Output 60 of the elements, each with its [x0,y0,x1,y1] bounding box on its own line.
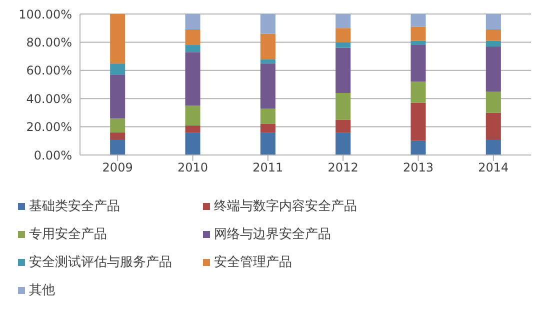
bar [410,40,426,46]
bar [260,63,276,108]
legend-label: 安全测试评估与服务产品 [29,254,172,271]
bar [486,14,501,30]
x-tick-label: 2011 [252,160,284,175]
bar [260,124,276,132]
bar [185,125,200,132]
bar [110,118,126,132]
y-tick-label: 80.00% [26,35,72,50]
bar [185,30,200,46]
bar [486,46,501,92]
y-tick-label: 20.00% [26,120,72,134]
x-tick-label: 2014 [478,160,509,175]
bar [410,14,426,27]
x-tick-label: 2012 [328,160,358,175]
bar [336,42,351,48]
bar [336,132,351,155]
y-tick-label: 100.00% [18,7,72,22]
bar [110,139,126,155]
bar [260,59,276,64]
legend-label: 安全管理产品 [214,254,292,271]
bar [260,34,276,60]
bar [110,74,126,118]
bar [410,102,426,141]
y-tick-label: 0.00% [34,148,72,162]
bar [410,82,426,103]
bar [185,52,200,106]
bar [486,30,501,41]
legend-label: 专用安全产品 [29,226,107,243]
bar [260,14,276,34]
y-tick-label: 60.00% [26,64,72,78]
x-tick-label: 2009 [102,160,133,175]
bar [336,48,351,93]
bar [185,45,200,52]
legend-label: 网络与边界安全产品 [214,226,331,243]
bar [185,14,200,30]
legend-label: 其他 [29,282,55,299]
bar [336,28,351,42]
x-tick-label: 2013 [402,160,434,175]
bar [110,14,126,64]
bar [486,112,501,140]
legend-label: 终端与数字内容安全产品 [214,198,357,215]
bar [260,108,276,124]
bar [260,132,276,155]
legend-label: 基础类安全产品 [29,198,120,215]
bar [410,45,426,82]
bar [336,120,351,132]
y-tick-label: 40.00% [26,92,72,106]
bar [410,26,426,41]
bar [336,92,351,120]
x-tick-label: 2010 [177,160,208,175]
bar [110,63,126,75]
bar [336,14,351,28]
bar [486,139,501,155]
bar [110,132,126,140]
bar [410,140,426,155]
bar [486,40,501,46]
bar [185,106,200,126]
bar [185,132,200,155]
bar [486,92,501,113]
